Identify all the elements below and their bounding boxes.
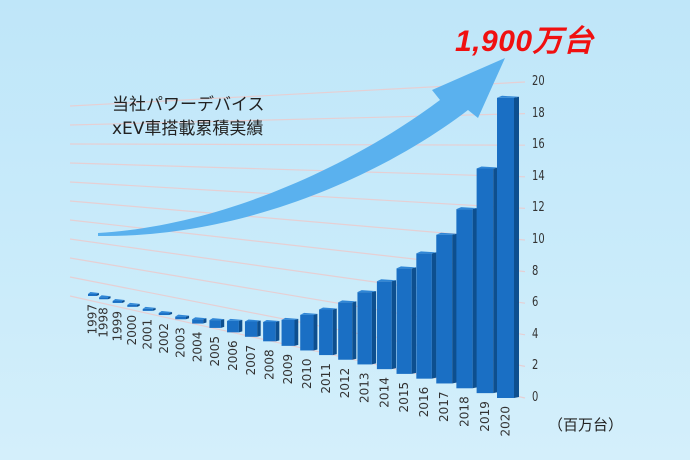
x-tick-label: 2010 [300, 358, 314, 389]
bar-2018 [456, 207, 478, 389]
y-tick-label: 14 [532, 168, 545, 184]
x-tick-label: 1997 [85, 304, 99, 335]
x-tick-label: 1998 [97, 307, 111, 338]
x-tick-label: 2008 [262, 349, 276, 380]
x-tick-label: 2012 [338, 368, 352, 399]
bar-2011 [319, 307, 337, 356]
bar-2009 [281, 317, 299, 346]
x-tick-label: 2015 [397, 382, 411, 413]
bar-2016 [416, 251, 437, 379]
x-tick-label: 2017 [437, 391, 451, 422]
bar-1997 [88, 292, 99, 296]
bar-2020 [497, 95, 519, 399]
x-tick-label: 2014 [377, 377, 391, 408]
subtitle-line-1: 当社パワーデバイス [112, 95, 265, 115]
y-tick-label: 20 [532, 74, 545, 89]
y-axis-unit-label: （百万台） [548, 416, 624, 434]
bar-1999 [112, 298, 125, 303]
x-tick-label: 2019 [478, 401, 492, 432]
bar-2015 [396, 266, 417, 374]
x-tick-label: 2018 [458, 396, 472, 427]
y-tick-label: 10 [532, 232, 545, 247]
x-tick-label: 2009 [281, 354, 295, 385]
x-tick-label: 2003 [174, 327, 188, 358]
bar-2004 [192, 317, 207, 324]
bar-2003 [175, 314, 190, 320]
x-tick-label: 2005 [208, 336, 222, 367]
bar-2005 [209, 318, 225, 328]
x-tick-label: 1999 [110, 311, 124, 342]
gridline [69, 143, 526, 146]
bars-group [88, 95, 519, 399]
x-tick-label: 2013 [358, 372, 372, 403]
bar-1998 [99, 295, 111, 300]
headline-total: 1,900万台 [455, 25, 594, 58]
growth-arrow-icon [98, 58, 505, 237]
y-tick-label: 2 [532, 358, 539, 374]
x-tick-label: 2007 [244, 345, 258, 376]
y-tick-label: 6 [532, 295, 539, 311]
bar-2012 [338, 300, 357, 360]
bar-2006 [227, 318, 243, 333]
subtitle-line-2: xEV車搭載累積実績 [112, 119, 264, 139]
bar-2017 [436, 232, 457, 384]
bar-2013 [357, 290, 377, 365]
y-tick-label: 16 [532, 137, 545, 153]
x-tick-label: 2004 [191, 332, 205, 363]
bar-2000 [127, 302, 140, 307]
y-tick-label: 18 [532, 105, 545, 121]
y-tick-label: 0 [532, 390, 539, 405]
x-tick-label: 2020 [499, 406, 513, 437]
bar-2010 [300, 312, 318, 351]
bar-2014 [376, 279, 397, 370]
y-tick-label: 8 [532, 263, 539, 279]
x-tick-label: 2016 [417, 387, 431, 418]
x-tick-label: 2002 [157, 323, 171, 354]
x-tick-label: 2006 [226, 340, 240, 371]
bar-2008 [263, 319, 280, 342]
bar-2002 [158, 311, 173, 316]
bar-2001 [142, 306, 156, 311]
y-tick-label: 4 [532, 326, 539, 342]
y-tick-label: 12 [532, 200, 545, 216]
gridline [69, 162, 526, 178]
bar-2007 [244, 319, 261, 337]
chart-subtitle: 当社パワーデバイス xEV車搭載累積実績 [112, 93, 265, 141]
x-tick-label: 2000 [125, 315, 139, 346]
x-tick-label: 2001 [141, 319, 155, 350]
bar-2019 [476, 166, 499, 394]
x-tick-label: 2011 [319, 363, 333, 394]
